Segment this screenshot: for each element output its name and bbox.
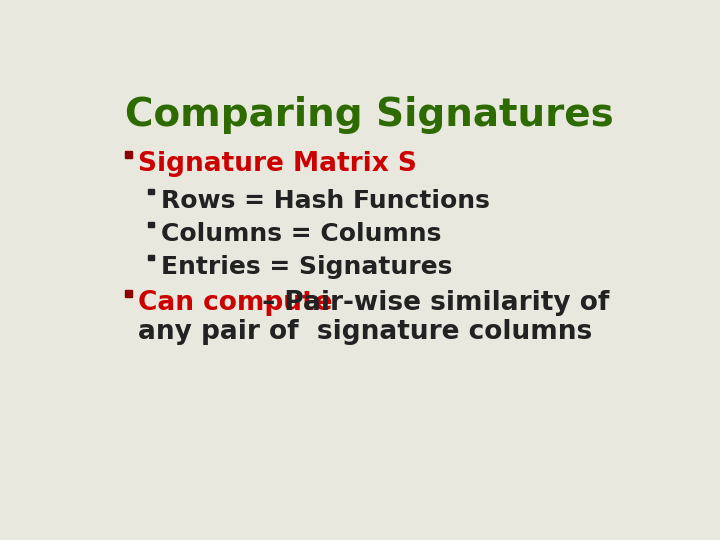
Text: – Pair-wise similarity of: – Pair-wise similarity of	[253, 289, 609, 316]
Bar	[148, 255, 153, 260]
Text: Columns = Columns: Columns = Columns	[161, 222, 441, 246]
Text: Rows = Hash Functions: Rows = Hash Functions	[161, 189, 490, 213]
Text: Entries = Signatures: Entries = Signatures	[161, 255, 453, 279]
Bar	[148, 222, 153, 227]
Text: Comparing Signatures: Comparing Signatures	[125, 96, 613, 133]
Bar	[148, 189, 153, 194]
Text: any pair of  signature columns: any pair of signature columns	[138, 319, 593, 345]
Bar	[125, 151, 132, 158]
Text: Signature Matrix S: Signature Matrix S	[138, 151, 417, 177]
Bar	[125, 289, 132, 296]
Text: Can compute: Can compute	[138, 289, 333, 316]
